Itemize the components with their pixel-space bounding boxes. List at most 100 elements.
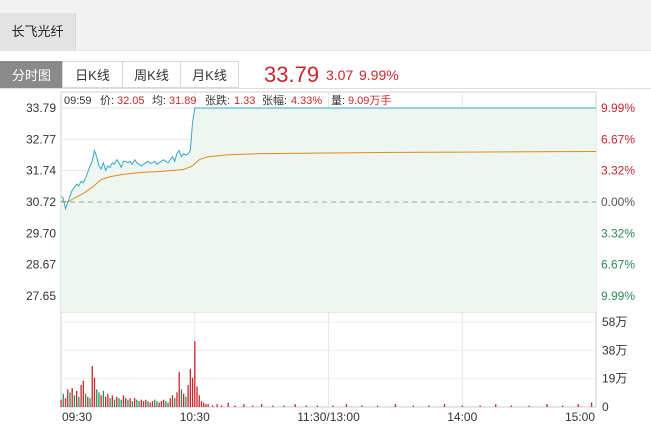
- tab-weekly-k[interactable]: 周K线: [122, 61, 181, 88]
- volume-bar: [111, 395, 113, 407]
- info-vol: 9.09万手: [348, 93, 391, 107]
- info-change-label: 张跌:: [205, 93, 230, 107]
- volume-bar: [125, 398, 127, 407]
- volume-bar: [154, 399, 156, 407]
- avg-price-line: [60, 151, 597, 203]
- volume-bar: [160, 401, 163, 407]
- volume-bar: [479, 405, 481, 407]
- volume-bar: [185, 396, 187, 407]
- price-area-fill: [61, 108, 596, 312]
- volume-bar: [174, 398, 176, 407]
- time-tick-label: 09:30: [62, 410, 92, 424]
- volume-bar: [332, 405, 334, 407]
- chart-type-tabs: 分时图 日K线 周K线 月K线 33.79 3.07 9.99%: [0, 61, 651, 88]
- info-avg-label: 均:: [152, 94, 166, 107]
- volume-bar: [76, 390, 78, 407]
- volume-bar: [590, 402, 593, 407]
- pct-tick-label: 9.99%: [601, 289, 635, 303]
- time-tick-label: 11:30/13:00: [297, 410, 360, 424]
- pct-tick-label: 0.00%: [601, 195, 635, 209]
- volume-bar: [91, 365, 93, 407]
- volume-bar: [176, 392, 178, 407]
- volume-bar: [78, 396, 80, 407]
- volume-bar: [510, 405, 512, 407]
- volume-bar: [102, 390, 105, 407]
- volume-tick-label: 38万: [602, 343, 627, 357]
- stock-name-tab[interactable]: 长飞光纤: [0, 13, 76, 50]
- pct-tick-label: 6.67%: [601, 132, 635, 146]
- volume-bar: [104, 396, 107, 407]
- volume-bar: [129, 398, 131, 407]
- price-change: 3.07: [326, 67, 354, 83]
- time-tick-label: 15:00: [565, 410, 595, 424]
- price-change-pct: 9.99%: [359, 67, 399, 83]
- tab-monthly-k[interactable]: 月K线: [180, 61, 239, 88]
- volume-bar: [109, 398, 111, 407]
- info-vol-label: 量:: [331, 94, 345, 107]
- volume-bar: [316, 405, 319, 407]
- volume-bar: [227, 402, 229, 407]
- info-price-label: 价:: [100, 94, 114, 107]
- current-price: 33.79: [264, 62, 320, 87]
- volume-bar: [178, 371, 180, 407]
- volume-bar: [169, 398, 171, 407]
- volume-bar: [205, 404, 207, 407]
- volume-bar: [412, 405, 414, 407]
- volume-tick-label: 58万: [602, 315, 627, 329]
- volume-bar: [187, 385, 189, 407]
- price-tick-label: 32.77: [26, 132, 56, 146]
- volume-bar: [443, 404, 446, 407]
- price-tick-label: 30.72: [26, 195, 56, 209]
- price-tick-label: 28.67: [26, 258, 56, 272]
- volume-bar: [196, 386, 198, 407]
- pct-tick-label: 6.67%: [601, 258, 635, 272]
- pct-axis-labels: 9.99% 6.67% 3.32% 0.00% 3.32% 6.67% 9.99%: [601, 101, 635, 303]
- volume-bar: [162, 399, 165, 407]
- volume-bar: [138, 401, 140, 407]
- price-tick-label: 27.65: [26, 289, 56, 303]
- volume-bar: [191, 377, 194, 407]
- info-pct: 4.33%: [291, 95, 322, 107]
- time-tick-label: 14:00: [447, 410, 477, 424]
- volume-bar: [165, 401, 167, 407]
- volume-bar: [80, 385, 82, 407]
- volume-bar: [528, 405, 530, 407]
- volume-bar: [561, 405, 564, 407]
- divider: [0, 88, 651, 89]
- volume-bar: [203, 402, 205, 407]
- pct-tick-label: 3.32%: [601, 164, 635, 178]
- volume-bar: [234, 405, 236, 407]
- volume-axis-labels: 58万 38万 19万 0: [602, 315, 627, 414]
- volume-bar: [64, 398, 67, 407]
- volume-bar: [305, 405, 307, 407]
- pct-tick-label: 3.32%: [601, 226, 635, 240]
- info-change: 1.33: [234, 95, 255, 107]
- volume-bar: [180, 389, 183, 407]
- tab-intraday[interactable]: 分时图: [0, 61, 63, 88]
- price-axis-labels: 33.79 32.77 31.74 30.72 29.70 28.67 27.65: [26, 101, 56, 303]
- volume-bar: [107, 393, 109, 407]
- volume-bar: [151, 401, 154, 407]
- volume-bar: [272, 405, 274, 407]
- volume-bar: [122, 395, 125, 407]
- volume-bar: [84, 393, 87, 407]
- volume-bar: [145, 399, 147, 407]
- volume-bars: [60, 341, 593, 407]
- volume-bar: [156, 401, 158, 407]
- price-tick-label: 33.79: [26, 101, 56, 115]
- volume-bar: [87, 396, 89, 407]
- volume-bar: [93, 377, 96, 407]
- volume-bar: [60, 399, 62, 407]
- volume-bar: [96, 389, 98, 407]
- info-time: 09:59: [64, 95, 92, 107]
- volume-bar: [113, 399, 116, 407]
- info-avg: 31.89: [169, 95, 197, 107]
- info-pct-label: 张幅:: [262, 94, 287, 107]
- volume-bar: [361, 405, 363, 407]
- volume-bar: [546, 404, 548, 407]
- top-bar: 长飞光纤: [0, 0, 651, 51]
- volume-bar: [171, 395, 174, 407]
- time-axis-labels: 09:30 10:30 11:30/13:00 14:00 15:00: [62, 410, 595, 424]
- tab-daily-k[interactable]: 日K线: [62, 61, 123, 88]
- volume-bar: [345, 404, 348, 407]
